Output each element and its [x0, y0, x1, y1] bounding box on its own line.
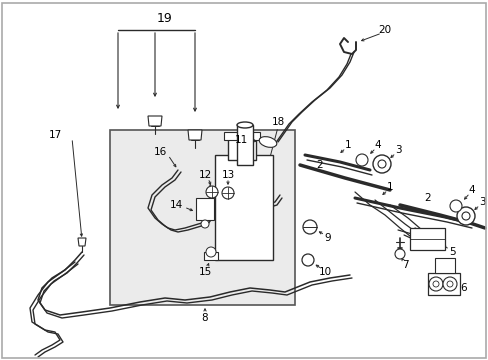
- Text: 3: 3: [394, 145, 401, 155]
- Bar: [427, 273, 459, 295]
- Text: 6: 6: [460, 283, 467, 293]
- Circle shape: [461, 212, 469, 220]
- Circle shape: [394, 249, 404, 259]
- Circle shape: [355, 154, 367, 166]
- Circle shape: [303, 220, 316, 234]
- Text: 3: 3: [478, 197, 484, 207]
- Circle shape: [377, 160, 385, 168]
- Text: 2: 2: [316, 160, 323, 170]
- Text: 11: 11: [234, 135, 247, 145]
- Text: 1: 1: [386, 182, 392, 192]
- Circle shape: [432, 281, 438, 287]
- Text: 10: 10: [318, 267, 331, 277]
- Polygon shape: [148, 116, 162, 126]
- Text: 14: 14: [169, 200, 182, 210]
- Bar: [237, 125, 252, 165]
- Ellipse shape: [259, 137, 276, 147]
- Text: 13: 13: [221, 170, 234, 180]
- Polygon shape: [78, 238, 86, 246]
- Bar: [434, 258, 454, 273]
- Text: 19: 19: [157, 12, 173, 24]
- Bar: [110, 130, 294, 305]
- Text: 5: 5: [448, 247, 454, 257]
- Bar: [227, 138, 256, 160]
- Circle shape: [201, 220, 208, 228]
- Bar: [196, 198, 214, 220]
- Bar: [409, 228, 444, 250]
- Text: 4: 4: [468, 185, 474, 195]
- Circle shape: [205, 186, 218, 198]
- Circle shape: [372, 155, 390, 173]
- Text: 17: 17: [48, 130, 61, 140]
- Bar: [224, 132, 260, 140]
- Circle shape: [446, 281, 452, 287]
- Text: 2: 2: [424, 193, 430, 203]
- Text: 12: 12: [198, 170, 211, 180]
- Polygon shape: [187, 130, 202, 140]
- Text: 15: 15: [198, 267, 211, 277]
- Text: 4: 4: [374, 140, 381, 150]
- Circle shape: [442, 277, 456, 291]
- Text: 9: 9: [324, 233, 331, 243]
- Circle shape: [456, 207, 474, 225]
- Circle shape: [449, 200, 461, 212]
- Circle shape: [205, 247, 216, 257]
- Circle shape: [222, 187, 234, 199]
- Bar: [203, 252, 218, 260]
- Text: 20: 20: [378, 25, 391, 35]
- Circle shape: [302, 254, 313, 266]
- Text: 18: 18: [271, 117, 284, 127]
- Circle shape: [428, 277, 442, 291]
- Text: 8: 8: [201, 313, 208, 323]
- Bar: [215, 155, 272, 260]
- Text: 16: 16: [153, 147, 166, 157]
- Ellipse shape: [237, 122, 252, 128]
- Text: 1: 1: [344, 140, 350, 150]
- Text: 7: 7: [401, 260, 407, 270]
